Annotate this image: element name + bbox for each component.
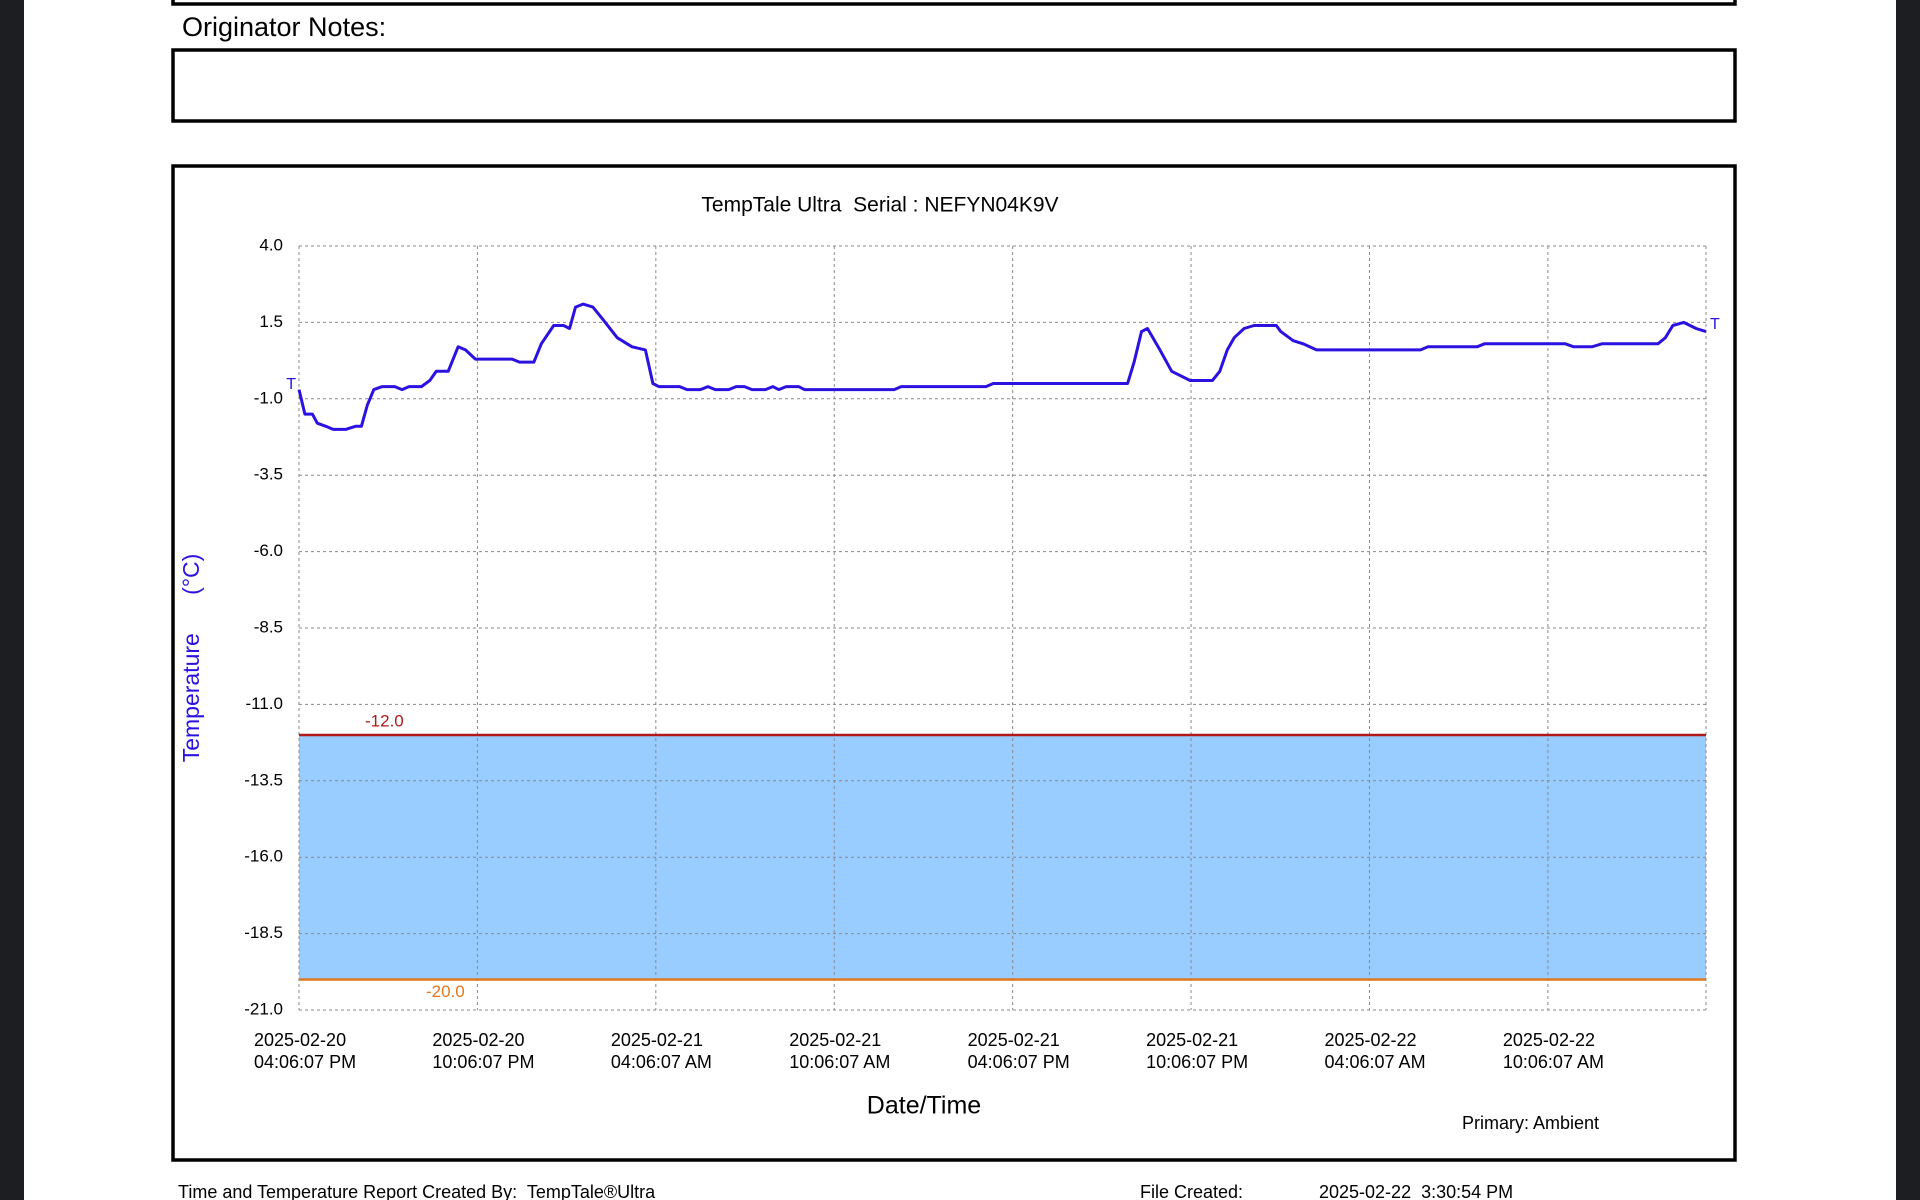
- x-axis-label: Date/Time: [867, 1092, 981, 1120]
- y-tick-label: -16.0: [244, 847, 283, 866]
- x-tick-label: 04:06:07 PM: [254, 1052, 356, 1072]
- x-tick-label: 2025-02-22: [1324, 1030, 1416, 1050]
- y-tick-label: -21.0: [244, 999, 283, 1018]
- x-tick-label: 2025-02-20: [432, 1030, 524, 1050]
- chart-box: [171, 164, 1737, 1162]
- threshold-label: -20.0: [426, 982, 465, 1001]
- x-tick-label: 10:06:07 AM: [789, 1052, 890, 1072]
- x-tick-label: 2025-02-21: [611, 1030, 703, 1050]
- footer-file-created-label: File Created:: [1140, 1182, 1243, 1200]
- x-tick-label: 2025-02-21: [789, 1030, 881, 1050]
- y-tick-label: -18.5: [244, 923, 283, 942]
- x-tick-label: 2025-02-20: [254, 1030, 346, 1050]
- temperature-line: [297, 302, 1707, 431]
- x-tick-label: 10:06:07 PM: [1146, 1052, 1248, 1072]
- x-tick-label: 10:06:07 AM: [1503, 1052, 1604, 1072]
- notes-box: [171, 48, 1737, 123]
- trip-marker: T: [1710, 316, 1720, 333]
- footer-created-by: Time and Temperature Report Created By: …: [178, 1182, 656, 1200]
- y-tick-label: 1.5: [259, 312, 283, 331]
- y-axis-label: Temperature (°C): [178, 554, 204, 763]
- y-tick-label: -1.0: [254, 388, 283, 407]
- y-tick-label: -3.5: [254, 465, 283, 484]
- y-tick-label: 4.0: [259, 235, 283, 254]
- previous-box: [171, 0, 1737, 6]
- footer-file-created: 2025-02-22 3:30:54 PM: [1319, 1182, 1513, 1200]
- x-tick-label: 2025-02-21: [968, 1030, 1060, 1050]
- page-sheet: [24, 0, 1896, 1200]
- x-tick-label: 2025-02-21: [1146, 1030, 1238, 1050]
- y-tick-label: -13.5: [244, 770, 283, 789]
- x-tick-label: 04:06:07 AM: [1324, 1052, 1425, 1072]
- x-tick-label: 2025-02-22: [1503, 1030, 1595, 1050]
- legend-entry: Primary: Ambient: [1462, 1113, 1599, 1133]
- y-tick-label: -11.0: [246, 694, 284, 713]
- x-tick-label: 04:06:07 PM: [968, 1052, 1070, 1072]
- x-tick-label: 10:06:07 PM: [432, 1052, 534, 1072]
- y-tick-label: -8.5: [254, 617, 283, 636]
- chart-title: TempTale Ultra Serial : NEFYN04K9V: [701, 194, 1058, 217]
- notes-label: Originator Notes:: [182, 12, 386, 42]
- x-tick-label: 04:06:07 AM: [611, 1052, 712, 1072]
- y-tick-label: -6.0: [254, 541, 283, 560]
- threshold-label: -12.0: [365, 711, 404, 730]
- trip-marker: T: [286, 376, 296, 393]
